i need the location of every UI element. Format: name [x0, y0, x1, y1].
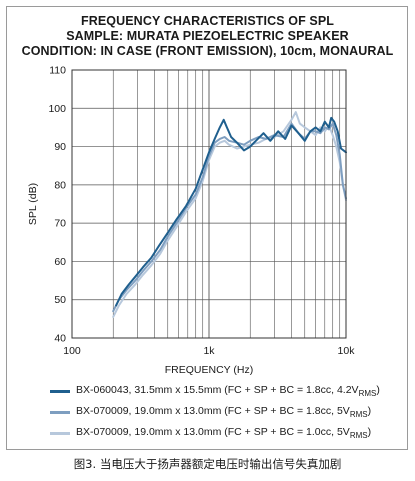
- chart-subtitle-condition: CONDITION: IN CASE (FRONT EMISSION), 10c…: [21, 44, 394, 58]
- series-layer: [112, 111, 347, 318]
- x-tick-label: 10k: [338, 345, 356, 357]
- legend-label-sub-bx060043: RMS: [358, 389, 377, 399]
- y-tick-label: 90: [54, 141, 66, 153]
- y-tick-label: 40: [54, 333, 66, 345]
- legend-item-bx070009-1-0cc: BX-070009, 19.0mm x 13.0mm (FC + SP + BC…: [50, 424, 410, 445]
- legend-swatch-bx070009-1-0cc: [50, 432, 70, 435]
- figure-frame: [6, 6, 408, 450]
- y-tick-label: 100: [48, 103, 66, 115]
- legend-label-end-bx070009-1-8cc: ): [367, 405, 372, 417]
- legend-label-bx070009-1-8cc: BX-070009, 19.0mm x 13.0mm (FC + SP + BC…: [76, 405, 350, 417]
- series-line-3: [112, 111, 347, 318]
- legend-label-end-bx060043: ): [376, 384, 380, 396]
- legend-label-sub-bx070009-1-8cc: RMS: [349, 410, 368, 420]
- y-tick-label: 80: [54, 179, 66, 191]
- legend: BX-060043, 31.5mm x 15.5mm (FC + SP + BC…: [50, 382, 410, 445]
- legend-swatch-bx070009-1-8cc: [50, 411, 70, 414]
- grid-layer: [72, 70, 346, 338]
- y-axis-title: SPL (dB): [27, 183, 39, 225]
- plot-border: [71, 69, 347, 339]
- tick-layer: 40 50 60 70 80 90 100 110 100 1k 10k: [48, 65, 355, 358]
- x-axis-title: FREQUENCY (Hz): [165, 364, 253, 376]
- y-tick-label: 110: [49, 65, 66, 77]
- legend-item-bx070009-1-8cc: BX-070009, 19.0mm x 13.0mm (FC + SP + BC…: [50, 403, 410, 424]
- legend-item-bx060043: BX-060043, 31.5mm x 15.5mm (FC + SP + BC…: [50, 382, 410, 403]
- x-tick-label: 100: [63, 345, 81, 357]
- chart-title: FREQUENCY CHARACTERISTICS OF SPL: [81, 14, 334, 28]
- legend-swatch-bx060043: [50, 390, 70, 393]
- figure-caption: 图3. 当电压大于扬声器额定电压时输出信号失真加剧: [73, 457, 342, 471]
- spl-frequency-chart: 40 50 60 70 80 90 100 110 100 1k 10k FREQUENCY (Hz…: [27, 65, 355, 377]
- legend-label-bx060043: BX-060043, 31.5mm x 15.5mm (FC + SP + BC…: [76, 384, 359, 396]
- y-tick-label: 50: [54, 294, 66, 306]
- y-tick-label: 60: [54, 256, 66, 268]
- legend-label-end-bx070009-1-0cc: ): [367, 426, 372, 438]
- chart-subtitle-sample: SAMPLE: MURATA PIEZOELECTRIC SPEAKER: [66, 29, 349, 43]
- legend-label-bx070009-1-0cc: BX-070009, 19.0mm x 13.0mm (FC + SP + BC…: [76, 426, 350, 438]
- legend-label-sub-bx070009-1-0cc: RMS: [349, 431, 368, 441]
- series-line-2: [112, 122, 347, 313]
- x-tick-label: 1k: [203, 345, 215, 357]
- y-tick-label: 70: [54, 218, 66, 230]
- series-line-1: [115, 116, 347, 307]
